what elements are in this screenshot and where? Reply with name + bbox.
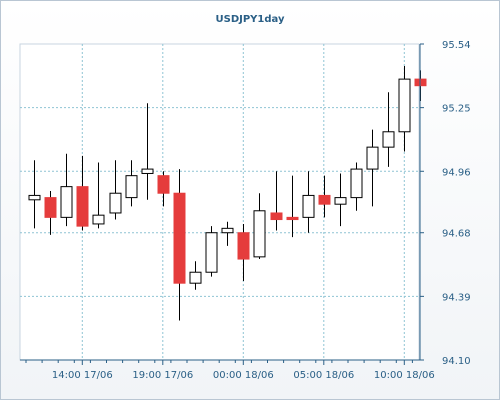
candle	[44, 191, 57, 235]
candle-body-up	[350, 168, 363, 199]
candle	[286, 175, 299, 238]
candle	[92, 162, 105, 229]
x-tick-label: 10:00 18/06	[374, 370, 435, 381]
y-tick-label: 95.25	[442, 104, 471, 115]
candle	[334, 173, 347, 227]
candle	[302, 171, 315, 233]
candle-body-down	[44, 197, 57, 218]
candle-body-down	[286, 216, 299, 221]
candle	[189, 261, 202, 290]
chart-title: USDJPY1day	[216, 14, 285, 25]
candle-body-down	[173, 192, 186, 284]
x-tick-label: 05:00 18/06	[293, 370, 354, 381]
candle	[109, 160, 122, 220]
candle	[350, 162, 363, 211]
x-tick-label: 00:00 18/06	[213, 370, 274, 381]
candle	[157, 171, 170, 207]
candle	[125, 160, 138, 207]
candle	[382, 92, 395, 167]
candle-body-up	[253, 210, 266, 258]
candle	[237, 223, 250, 281]
candle	[173, 169, 186, 321]
y-tick-label: 94.68	[442, 229, 471, 240]
y-tick-label: 94.96	[442, 167, 471, 178]
candle	[366, 129, 379, 207]
y-tick-label: 94.10	[442, 356, 471, 367]
candle-body-down	[237, 232, 250, 260]
candle-body-up	[334, 197, 347, 205]
candle-body-up	[398, 78, 411, 133]
candle-body-down	[76, 186, 89, 227]
candle-body-up	[60, 186, 73, 218]
candle-body-up	[221, 227, 234, 234]
candle	[205, 226, 218, 277]
x-tick-label: 19:00 17/06	[132, 370, 193, 381]
candles	[28, 65, 427, 321]
candle	[398, 65, 411, 152]
candle	[28, 160, 41, 229]
candle-body-up	[205, 232, 218, 273]
candle-body-up	[28, 194, 41, 201]
y-tick-label: 94.39	[442, 292, 471, 303]
candle	[270, 171, 283, 231]
candle-body-down	[318, 194, 331, 205]
candle-body-up	[92, 214, 105, 225]
y-axis-ticks: 95.54 95.25 94.96 94.68 94.39 94.10	[420, 40, 471, 367]
candle-body-down	[157, 175, 170, 194]
candle-body-up	[109, 192, 122, 214]
candle-body-up	[366, 146, 379, 170]
candle-body-up	[141, 168, 154, 174]
candle	[141, 103, 154, 200]
candle	[221, 221, 234, 246]
candle	[60, 153, 73, 227]
candle-body-up	[302, 194, 315, 218]
candle	[253, 193, 266, 260]
candle	[76, 155, 89, 231]
candle	[318, 175, 331, 218]
candle-body-up	[382, 131, 395, 148]
candle-body-up	[189, 271, 202, 284]
candle-body-up	[125, 175, 138, 199]
y-tick-label: 95.54	[442, 40, 471, 51]
candle-body-down	[270, 212, 283, 221]
x-tick-label: 14:00 17/06	[52, 370, 113, 381]
x-axis-ticks: 14:00 17/06 19:00 17/06 00:00 18/06 05:00 1…	[25, 360, 435, 381]
